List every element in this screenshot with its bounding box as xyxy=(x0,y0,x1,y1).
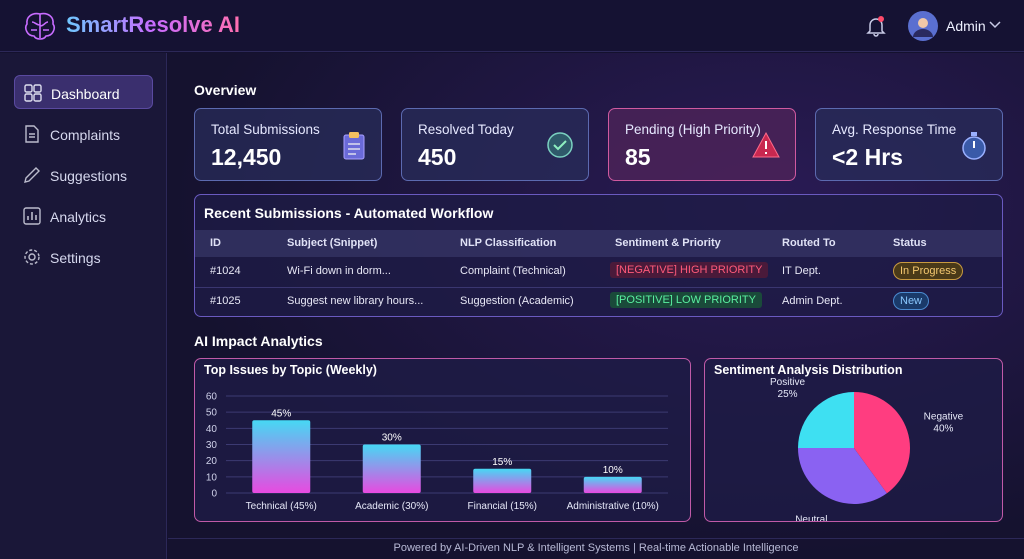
nav-label: Settings xyxy=(50,250,101,266)
sentiment-badge: [POSITIVE] LOW PRIORITY xyxy=(610,292,762,308)
stat-card: Total Submissions 12,450 xyxy=(194,108,382,181)
column-header: Subject (Snippet) xyxy=(287,237,378,249)
clipboard-icon xyxy=(343,132,365,160)
bar xyxy=(362,444,421,493)
avatar[interactable] xyxy=(908,11,938,41)
column-header: Routed To xyxy=(782,237,836,249)
slice-value-label: 25% xyxy=(778,389,798,400)
submissions-table: Recent Submissions - Automated Workflow … xyxy=(194,194,1003,317)
chart-title: Sentiment Analysis Distribution xyxy=(714,363,902,377)
check-icon xyxy=(547,132,573,158)
column-header: Sentiment & Priority xyxy=(615,237,721,249)
nav-label: Analytics xyxy=(50,209,107,225)
y-tick-label: 30 xyxy=(206,440,218,451)
sentiment-badge: [NEGATIVE] HIGH PRIORITY xyxy=(610,262,769,278)
stat-card: Avg. Response Time <2 Hrs xyxy=(815,108,1003,181)
stat-card: Pending (High Priority) 85 xyxy=(608,108,796,181)
chart-title: Top Issues by Topic (Weekly) xyxy=(204,363,377,377)
y-tick-label: 50 xyxy=(206,408,218,419)
table-cell: Suggest new library hours... xyxy=(287,295,424,307)
dropdown-caret[interactable] xyxy=(989,21,1001,29)
stat-label: Pending (High Priority) xyxy=(625,122,761,137)
pie-chart: Sentiment Analysis Distribution Positive… xyxy=(714,363,964,521)
header: SmartResolve AI Admin xyxy=(0,0,1024,52)
bar xyxy=(583,476,642,493)
y-tick-label: 60 xyxy=(206,392,218,403)
bar-chart-panel: Top Issues by Topic (Weekly) 0 10 20 30 40 50… xyxy=(194,358,691,522)
pie-slice xyxy=(854,392,910,494)
footer: Powered by AI-Driven NLP & Intelligent S… xyxy=(168,538,1024,559)
table-cell: IT Dept. xyxy=(782,265,821,277)
stat-card: Resolved Today 450 xyxy=(401,108,589,181)
user-name[interactable]: Admin xyxy=(946,18,986,34)
nav-item[interactable]: Suggestions xyxy=(14,158,153,192)
nav-icon xyxy=(24,249,40,265)
nav-icon xyxy=(24,167,40,183)
nav-item[interactable]: Complaints xyxy=(14,117,153,151)
value-label: 45% xyxy=(271,408,291,419)
stat-label: Avg. Response Time xyxy=(832,122,957,137)
warning-icon xyxy=(752,131,780,158)
x-tick-label: Academic (30%) xyxy=(355,501,428,512)
bar xyxy=(252,420,311,493)
column-header: ID xyxy=(210,237,221,249)
slice-label: Positive xyxy=(770,377,805,388)
y-tick-label: 20 xyxy=(206,456,218,467)
x-tick-label: Technical (45%) xyxy=(246,501,317,512)
nav-label: Dashboard xyxy=(51,86,120,102)
bar-chart: Top Issues by Topic (Weekly) 0 10 20 30 40 50… xyxy=(204,363,668,512)
column-header: NLP Classification xyxy=(460,237,557,249)
stat-value: 12,450 xyxy=(211,144,282,170)
status-badge: In Progress xyxy=(893,262,964,280)
slice-value-label: 40% xyxy=(933,423,953,434)
table-cell: #1025 xyxy=(210,295,241,307)
value-label: 15% xyxy=(492,457,512,468)
table-header-row xyxy=(195,230,1002,257)
section-title: AI Impact Analytics xyxy=(194,333,323,349)
stat-value: 85 xyxy=(625,144,651,170)
x-tick-label: Financial (15%) xyxy=(468,501,537,512)
table-cell: Wi-Fi down in dorm... xyxy=(287,265,391,277)
column-header: Status xyxy=(893,237,927,249)
value-label: 30% xyxy=(382,433,402,444)
logo-icon xyxy=(25,12,55,40)
table-cell: #1024 xyxy=(210,265,241,277)
y-tick-label: 10 xyxy=(206,472,218,483)
stat-value: <2 Hrs xyxy=(832,144,903,170)
y-tick-label: 0 xyxy=(211,489,217,500)
slice-label: Negative xyxy=(924,411,964,422)
notification-bell[interactable] xyxy=(866,15,886,37)
nav-icon xyxy=(25,125,39,143)
nav-label: Suggestions xyxy=(50,168,128,184)
x-tick-label: Administrative (10%) xyxy=(567,501,659,512)
row-divider xyxy=(195,287,1002,288)
sidebar: Dashboard Complaints Suggestions Analyti… xyxy=(0,53,167,559)
nav-item[interactable]: Dashboard xyxy=(14,75,153,109)
pie-slice xyxy=(798,448,887,504)
stat-label: Resolved Today xyxy=(418,122,514,137)
value-label: 10% xyxy=(603,465,623,476)
stopwatch-icon xyxy=(962,132,986,160)
table-cell: Admin Dept. xyxy=(782,295,843,307)
nav-label: Complaints xyxy=(50,127,121,143)
table-cell: Suggestion (Academic) xyxy=(460,295,574,307)
stat-value: 450 xyxy=(418,144,457,170)
table-title: Recent Submissions - Automated Workflow xyxy=(204,205,494,221)
section-title: Overview xyxy=(194,82,257,98)
pie-chart-panel: Sentiment Analysis Distribution Positive… xyxy=(704,358,1003,522)
app-title: SmartResolve AI xyxy=(66,12,241,37)
stat-label: Total Submissions xyxy=(211,122,320,137)
nav-icon xyxy=(24,84,42,102)
nav-icon xyxy=(23,207,41,225)
pie-slice xyxy=(798,392,854,448)
nav-item[interactable]: Analytics xyxy=(14,199,153,233)
nav-item[interactable]: Settings xyxy=(14,240,153,274)
slice-label: Neutral xyxy=(795,515,827,521)
table-cell: Complaint (Technical) xyxy=(460,265,566,277)
status-badge: New xyxy=(893,292,930,310)
y-tick-label: 40 xyxy=(206,424,218,435)
bar xyxy=(473,468,532,493)
